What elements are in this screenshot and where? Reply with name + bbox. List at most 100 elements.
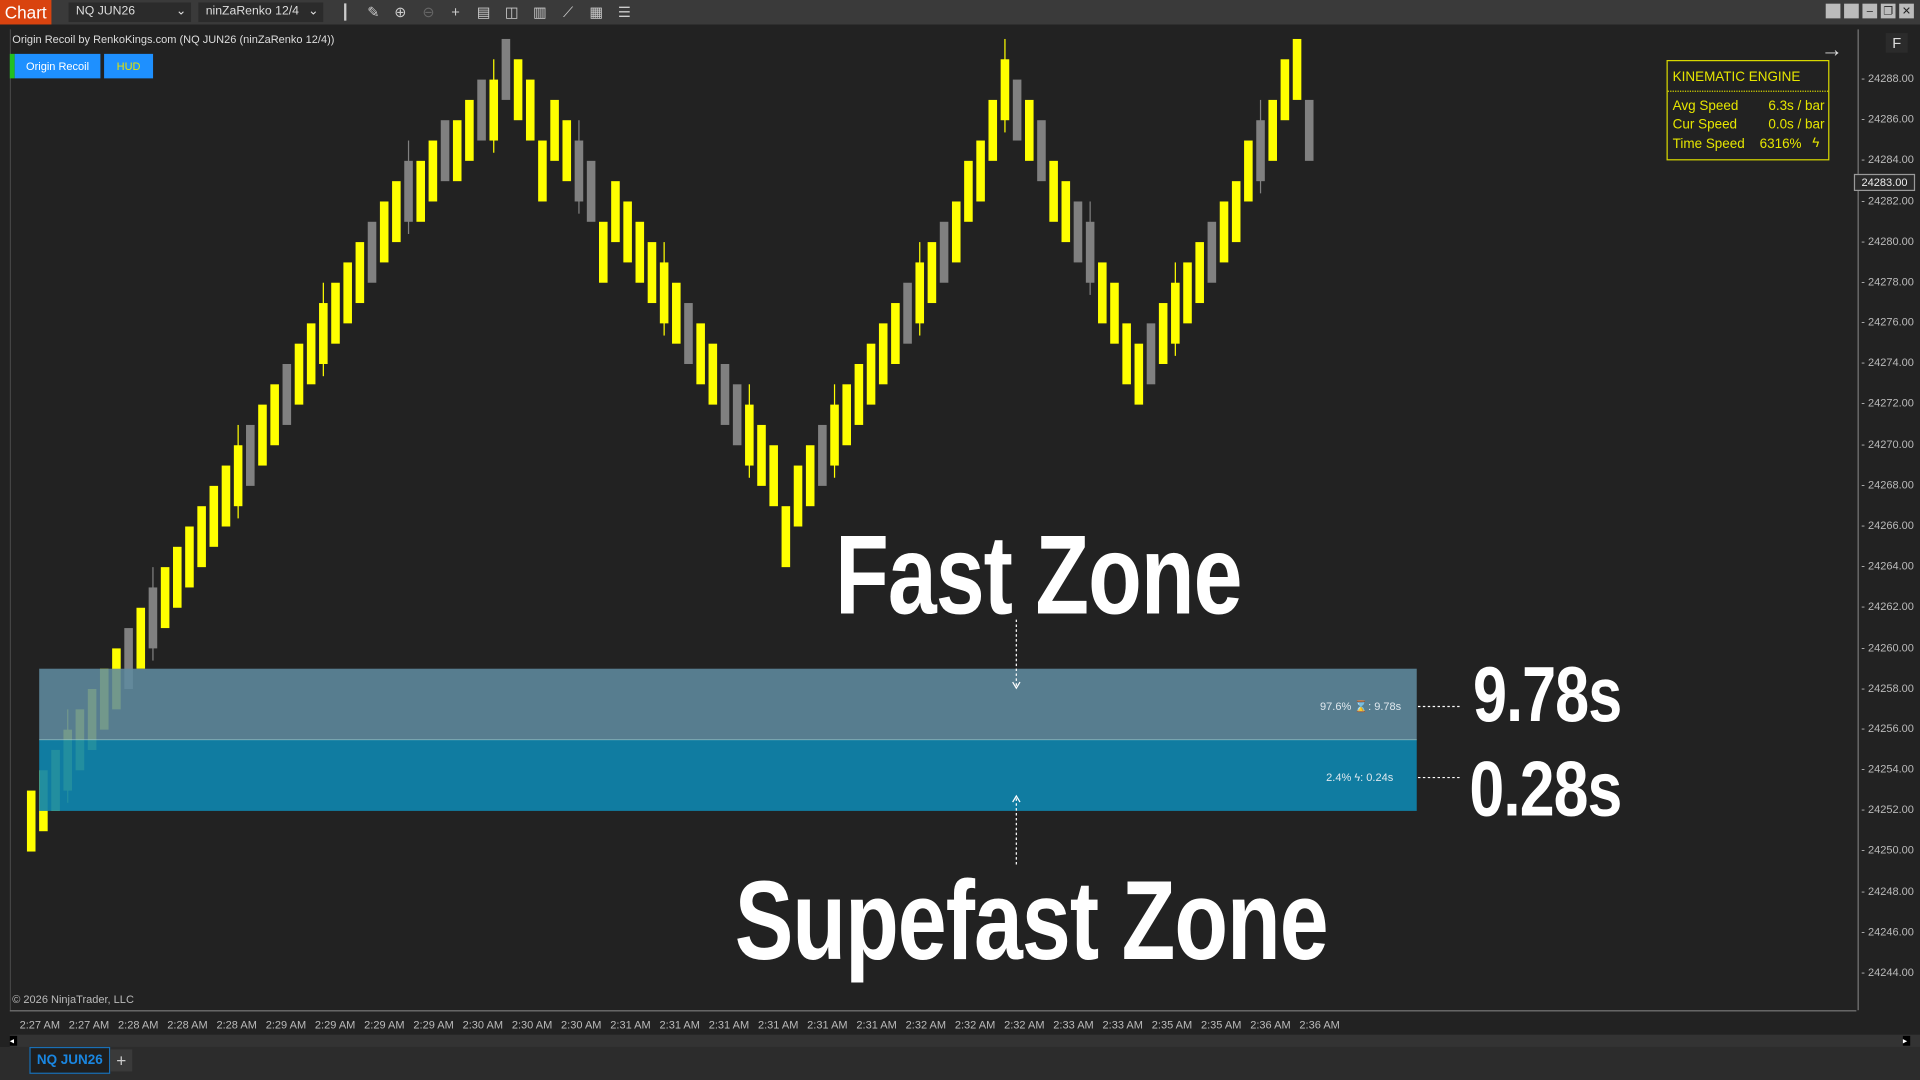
price-bar (647, 242, 657, 304)
strategy-icon[interactable]: ⟋ (563, 3, 574, 21)
price-bar (379, 201, 389, 263)
price-bar (842, 384, 851, 446)
time-tick-label: 2:31 AM (757, 1018, 799, 1032)
fast-zone (39, 668, 1417, 740)
zoom-out-icon[interactable]: ⊖ (422, 3, 435, 21)
crosshair-icon[interactable]: + (451, 3, 460, 21)
price-bar (598, 221, 608, 283)
chart-panel[interactable] (9, 29, 1858, 1011)
time-tick-label: 2:31 AM (807, 1018, 848, 1032)
price-bar (258, 404, 267, 466)
arrow-down-icon (1012, 681, 1021, 690)
superfast-zone-stats: 2.4% ϟ: 0.24s (1326, 771, 1393, 783)
price-bar (1304, 99, 1314, 161)
price-bar (830, 404, 839, 466)
price-bar (185, 526, 194, 588)
chart-menu-button[interactable]: Chart (0, 0, 52, 25)
price-bar (635, 221, 645, 283)
price-bar (465, 99, 474, 161)
price-bar (988, 99, 998, 161)
price-bar (209, 485, 219, 547)
price-bar (1146, 323, 1156, 385)
time-tick-label: 2:35 AM (1151, 1018, 1193, 1032)
time-tick-label: 2:36 AM (1299, 1018, 1340, 1032)
superfast-zone (39, 739, 1417, 811)
indicator-title: Origin Recoil by RenkoKings.com (NQ JUN2… (12, 33, 335, 46)
layout-icon[interactable] (1844, 3, 1859, 19)
hud-button[interactable]: HUD (104, 53, 154, 79)
origin-recoil-button[interactable]: Origin Recoil (14, 53, 101, 79)
restore-icon[interactable]: ❐ (1880, 3, 1896, 19)
price-bar (1098, 262, 1107, 324)
price-bar (915, 262, 925, 324)
price-bar (866, 343, 876, 405)
time-tick-label: 2:32 AM (905, 1018, 947, 1032)
fast-zone-percent: 97.6% (1320, 700, 1352, 713)
scroll-left-icon[interactable]: ◂ (9, 1035, 18, 1046)
price-bar (319, 303, 328, 364)
horizontal-scrollbar[interactable]: ◂ ▸ (9, 1034, 1920, 1047)
properties-icon[interactable]: ◫ (504, 3, 519, 21)
price-bar (562, 120, 572, 182)
arrow-up-icon (1012, 794, 1021, 803)
instrument-value: NQ JUN26 (75, 4, 136, 19)
f-button[interactable]: F (1885, 33, 1908, 53)
price-tick-label: - 24276.00 (1861, 316, 1914, 329)
price-bar (1110, 282, 1119, 344)
data-box-icon[interactable]: ▤ (476, 3, 491, 21)
price-tick-label: - 24274.00 (1861, 356, 1914, 369)
price-bar (1268, 99, 1277, 161)
price-bar (927, 242, 937, 304)
hud-label: Cur Speed (1672, 117, 1738, 133)
price-tick-label: - 24250.00 (1861, 844, 1914, 857)
price-bar (501, 38, 511, 100)
indicators-icon[interactable]: ▦ (589, 3, 604, 21)
chart-trader-icon[interactable]: ▥ (533, 3, 547, 21)
price-bar (404, 160, 413, 222)
zoom-in-icon[interactable]: ⊕ (394, 3, 407, 21)
tab-nq-jun26[interactable]: NQ JUN26 (29, 1046, 111, 1074)
time-tick-label: 2:29 AM (265, 1018, 307, 1032)
price-bar (854, 363, 864, 425)
pencil-icon[interactable]: ✎ (367, 3, 380, 21)
price-bar (1061, 181, 1071, 243)
price-bar (611, 181, 620, 243)
add-tab-button[interactable]: + (110, 1049, 133, 1072)
minimize-icon[interactable]: – (1862, 3, 1878, 19)
time-tick-label: 2:31 AM (708, 1018, 750, 1032)
price-bar (1012, 79, 1022, 141)
price-bar (1280, 59, 1290, 121)
price-bar (148, 587, 158, 649)
price-tick-label: - 24280.00 (1861, 234, 1914, 248)
instrument-selector[interactable]: NQ JUN26 ⌄ (68, 2, 192, 23)
price-tick-label: - 24282.00 (1861, 194, 1914, 207)
close-icon[interactable]: ✕ (1899, 3, 1914, 19)
price-bar (1292, 38, 1302, 100)
arrow-right-icon[interactable]: → (1820, 36, 1843, 62)
fast-zone-time: : 9.78s (1368, 700, 1402, 713)
price-bar (1207, 221, 1217, 283)
time-tick-label: 2:36 AM (1250, 1018, 1291, 1032)
hud-divider (1667, 90, 1829, 92)
price-tick-label: - 24252.00 (1861, 803, 1914, 816)
price-bar (659, 262, 669, 324)
price-bar (1171, 282, 1180, 344)
time-tick-label: 2:32 AM (1004, 1018, 1045, 1032)
list-icon[interactable]: ☰ (617, 3, 632, 21)
price-bar (586, 160, 596, 222)
scroll-right-icon[interactable]: ▸ (1902, 1035, 1911, 1046)
price-bar (221, 465, 231, 527)
chevron-down-icon: ⌄ (308, 4, 319, 19)
price-bar (732, 384, 742, 446)
price-axis[interactable] (1857, 29, 1920, 1011)
tile-icon[interactable] (1825, 3, 1841, 19)
bar-type-selector[interactable]: ninZaRenko 12/4 ⌄ (198, 2, 324, 23)
bar-style-icon[interactable]: ┃ (340, 3, 350, 21)
price-bar (452, 120, 462, 182)
price-bar (525, 79, 535, 141)
hud-value: 6316% (1759, 137, 1802, 152)
price-bar (124, 628, 133, 690)
price-bar (976, 140, 985, 202)
price-bar (757, 424, 766, 486)
time-axis[interactable] (9, 1010, 1857, 1036)
